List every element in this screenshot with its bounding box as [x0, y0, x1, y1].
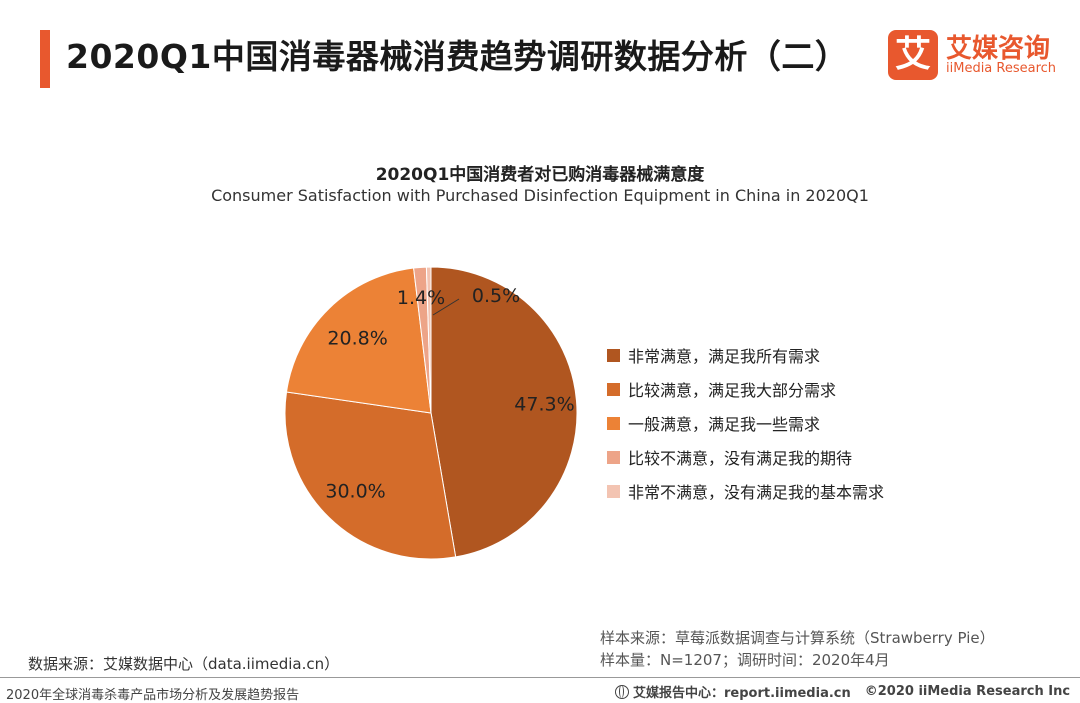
- chart-legend: 非常满意，满足我所有需求 比较满意，满足我大部分需求 一般满意，满足我一些需求比较不…: [607, 338, 884, 508]
- pie-slice-very-dissatisfied: [425, 266, 432, 414]
- legend-item-neutral: 一般满意，满足我一些需求: [607, 406, 884, 440]
- footer-credits: 艾媒报告中心：report.iimedia.cn ©2020 iiMedia R…: [615, 682, 1070, 701]
- legend-swatch: [607, 348, 620, 362]
- legend-label: 比较不满意，没有满足我的期待: [628, 449, 853, 468]
- logo-mark-icon: 艾: [888, 30, 938, 80]
- pie-slice-satisfied: [284, 391, 457, 560]
- pie-slice-neutral: [285, 267, 432, 414]
- legend-item-satisfied: 比较满意，满足我大部分需求: [607, 372, 884, 406]
- iimedia-logo: 艾 艾媒咨询 iiMedia Research: [888, 28, 1068, 88]
- logo-english-text: iiMedia Research: [946, 61, 1057, 76]
- page-title: 2020Q1中国消毒器械消费趋势调研数据分析（二）: [66, 37, 849, 76]
- legend-label: 非常不满意，没有满足我的基本需求: [628, 483, 885, 502]
- data-label-dissatisfied: 1.4%: [397, 287, 445, 309]
- legend-item-dissatisfied: 比较不满意，没有满足我的期待: [607, 440, 884, 474]
- report-name: 2020年全球消毒杀毒产品市场分析及发展趋势报告: [6, 688, 300, 703]
- legend-label: 非常满意，满足我所有需求: [628, 347, 821, 366]
- logo-chinese-text: 艾媒咨询: [946, 34, 1051, 64]
- legend-item-very-satisfied: 非常满意，满足我所有需求: [607, 338, 884, 372]
- leader-line-very-dissatisfied: [432, 298, 460, 316]
- legend-label: 比较满意，满足我大部分需求: [628, 381, 837, 400]
- legend-swatch: [607, 450, 620, 464]
- legend-item-very-dissatisfied: 非常不满意，没有满足我的基本需求: [607, 474, 884, 508]
- footer-divider: [0, 677, 1080, 678]
- sample-source-note: 样本来源：草莓派数据调查与计算系统（Strawberry Pie）: [600, 629, 995, 647]
- globe-icon: [615, 684, 629, 699]
- report-center-link[interactable]: 艾媒报告中心：report.iimedia.cn: [633, 686, 851, 701]
- sample-size-note: 样本量：N=1207；调研时间：2020年4月: [600, 651, 890, 669]
- chart-title: 2020Q1中国消费者对已购消毒器械满意度: [375, 165, 705, 185]
- copyright-text: ©2020 iiMedia Research Inc: [864, 684, 1071, 699]
- data-label-satisfied: 30.0%: [325, 480, 385, 502]
- data-label-very-dissatisfied: 0.5%: [472, 285, 520, 307]
- data-label-neutral: 20.8%: [327, 328, 387, 350]
- legend-swatch: [607, 416, 620, 430]
- legend-swatch: [607, 484, 620, 498]
- data-source-note: 数据来源：艾媒数据中心（data.iimedia.cn）: [28, 655, 340, 673]
- legend-swatch: [607, 382, 620, 396]
- pie-slice-very-satisfied: [430, 266, 578, 558]
- legend-label: 一般满意，满足我一些需求: [628, 415, 821, 434]
- chart-subtitle: Consumer Satisfaction with Purchased Dis…: [211, 186, 869, 205]
- data-label-very-satisfied: 47.3%: [514, 393, 574, 415]
- title-accent-bar: [40, 30, 50, 88]
